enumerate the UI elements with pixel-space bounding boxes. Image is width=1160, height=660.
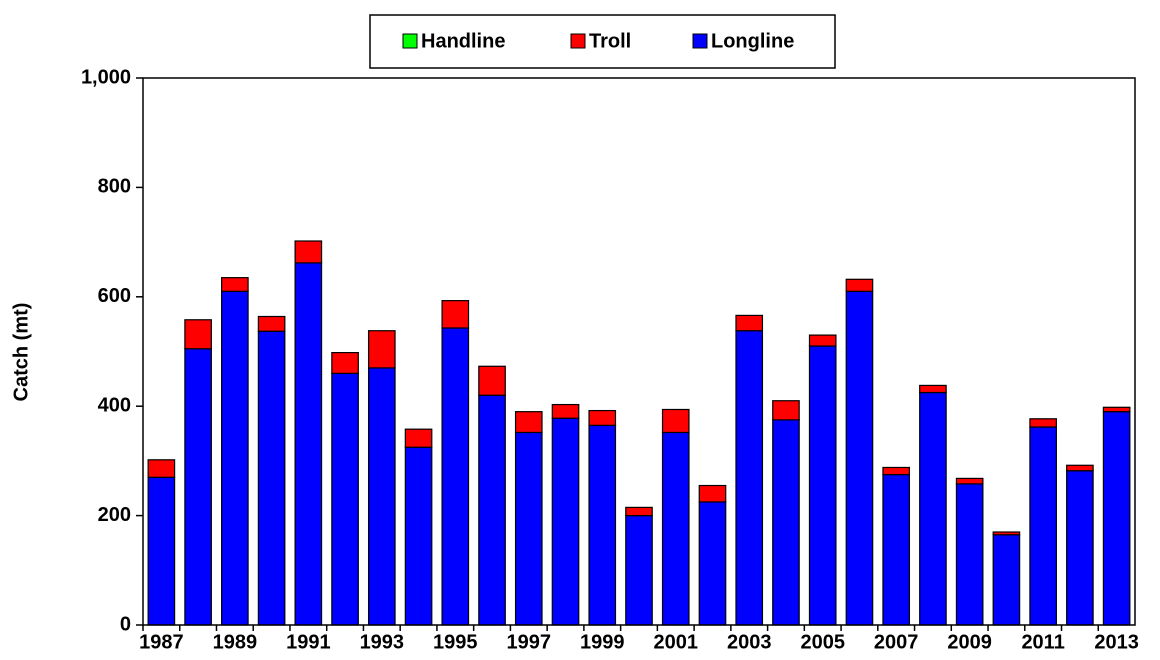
- legend-swatch: [570, 33, 586, 49]
- y-tick-label: 800: [98, 176, 131, 198]
- bar-segment: [1029, 418, 1057, 428]
- bar-segment: [992, 534, 1021, 626]
- y-tick-label: 1,000: [81, 66, 131, 88]
- bar-segment: [1102, 411, 1131, 626]
- x-tick-label: 1989: [213, 631, 258, 653]
- y-tick-label: 0: [120, 613, 131, 635]
- bar-segment: [882, 466, 911, 476]
- bar-segment: [919, 391, 947, 626]
- bar-segment: [698, 484, 727, 503]
- bar-segment: [588, 409, 617, 426]
- bar-segment: [257, 315, 286, 332]
- legend-swatch: [402, 33, 418, 49]
- bar-segment: [955, 483, 984, 626]
- bar-segment: [184, 348, 212, 626]
- bar-segment: [367, 330, 396, 369]
- legend-label: Longline: [711, 30, 794, 52]
- x-tick-label: 2007: [874, 631, 919, 653]
- x-tick-label: 1987: [139, 631, 184, 653]
- bar-segment: [514, 411, 543, 434]
- bar-segment: [661, 408, 690, 434]
- y-tick-label: 200: [98, 504, 131, 526]
- y-tick-label: 400: [98, 394, 131, 416]
- bar-segment: [441, 327, 470, 626]
- bar-segment: [808, 334, 837, 347]
- bar-segment: [441, 300, 470, 329]
- bar-segment: [625, 514, 653, 626]
- legend-box: [369, 14, 836, 69]
- bar-segment: [955, 477, 984, 485]
- bar-segment: [294, 240, 323, 264]
- x-tick-label: 1991: [286, 631, 331, 653]
- x-tick-label: 1997: [507, 631, 552, 653]
- plot-frame: [142, 77, 1136, 626]
- bar-segment: [294, 262, 323, 626]
- y-axis-label: Catch (mt): [10, 303, 32, 402]
- bar-segment: [845, 278, 874, 292]
- bar-segment: [919, 384, 947, 394]
- y-tick-label: 600: [98, 285, 131, 307]
- bar-segment: [845, 290, 874, 626]
- bar-segment: [404, 428, 433, 448]
- x-tick-label: 1999: [580, 631, 625, 653]
- bar-segment: [1029, 426, 1057, 626]
- bar-segment: [404, 446, 433, 626]
- x-tick-label: 2005: [800, 631, 845, 653]
- bar-segment: [257, 330, 286, 626]
- bar-segment: [735, 330, 764, 626]
- bar-segment: [551, 417, 580, 626]
- bar-segment: [147, 459, 176, 478]
- bar-segment: [698, 501, 727, 626]
- bar-segment: [588, 424, 617, 626]
- bar-segment: [772, 400, 800, 421]
- bar-segment: [331, 372, 359, 626]
- x-tick-label: 2003: [727, 631, 772, 653]
- bar-segment: [551, 403, 580, 419]
- bar-segment: [514, 431, 543, 626]
- bar-segment: [1102, 406, 1131, 413]
- bar-segment: [367, 367, 396, 626]
- legend-label: Troll: [589, 30, 631, 52]
- bar-segment: [478, 365, 506, 396]
- x-tick-label: 2011: [1021, 631, 1064, 653]
- bar-segment: [331, 351, 359, 374]
- bar-segment: [221, 277, 249, 292]
- bar-segment: [1066, 470, 1094, 626]
- bar-segment: [1066, 464, 1094, 472]
- bar-segment: [735, 314, 764, 332]
- bar-segment: [992, 531, 1021, 536]
- legend-label: Handline: [421, 30, 505, 52]
- bar-segment: [184, 319, 212, 350]
- x-tick-label: 1993: [360, 631, 405, 653]
- bar-segment: [882, 473, 911, 626]
- legend-swatch: [692, 33, 708, 49]
- x-tick-label: 1995: [433, 631, 478, 653]
- x-tick-label: 2001: [653, 631, 698, 653]
- bar-segment: [808, 345, 837, 626]
- bar-segment: [772, 419, 800, 626]
- bar-segment: [478, 394, 506, 626]
- bar-segment: [661, 431, 690, 626]
- bar-segment: [221, 290, 249, 626]
- bar-segment: [147, 476, 176, 626]
- bar-segment: [625, 506, 653, 517]
- x-tick-label: 2013: [1094, 631, 1139, 653]
- x-tick-label: 2009: [947, 631, 992, 653]
